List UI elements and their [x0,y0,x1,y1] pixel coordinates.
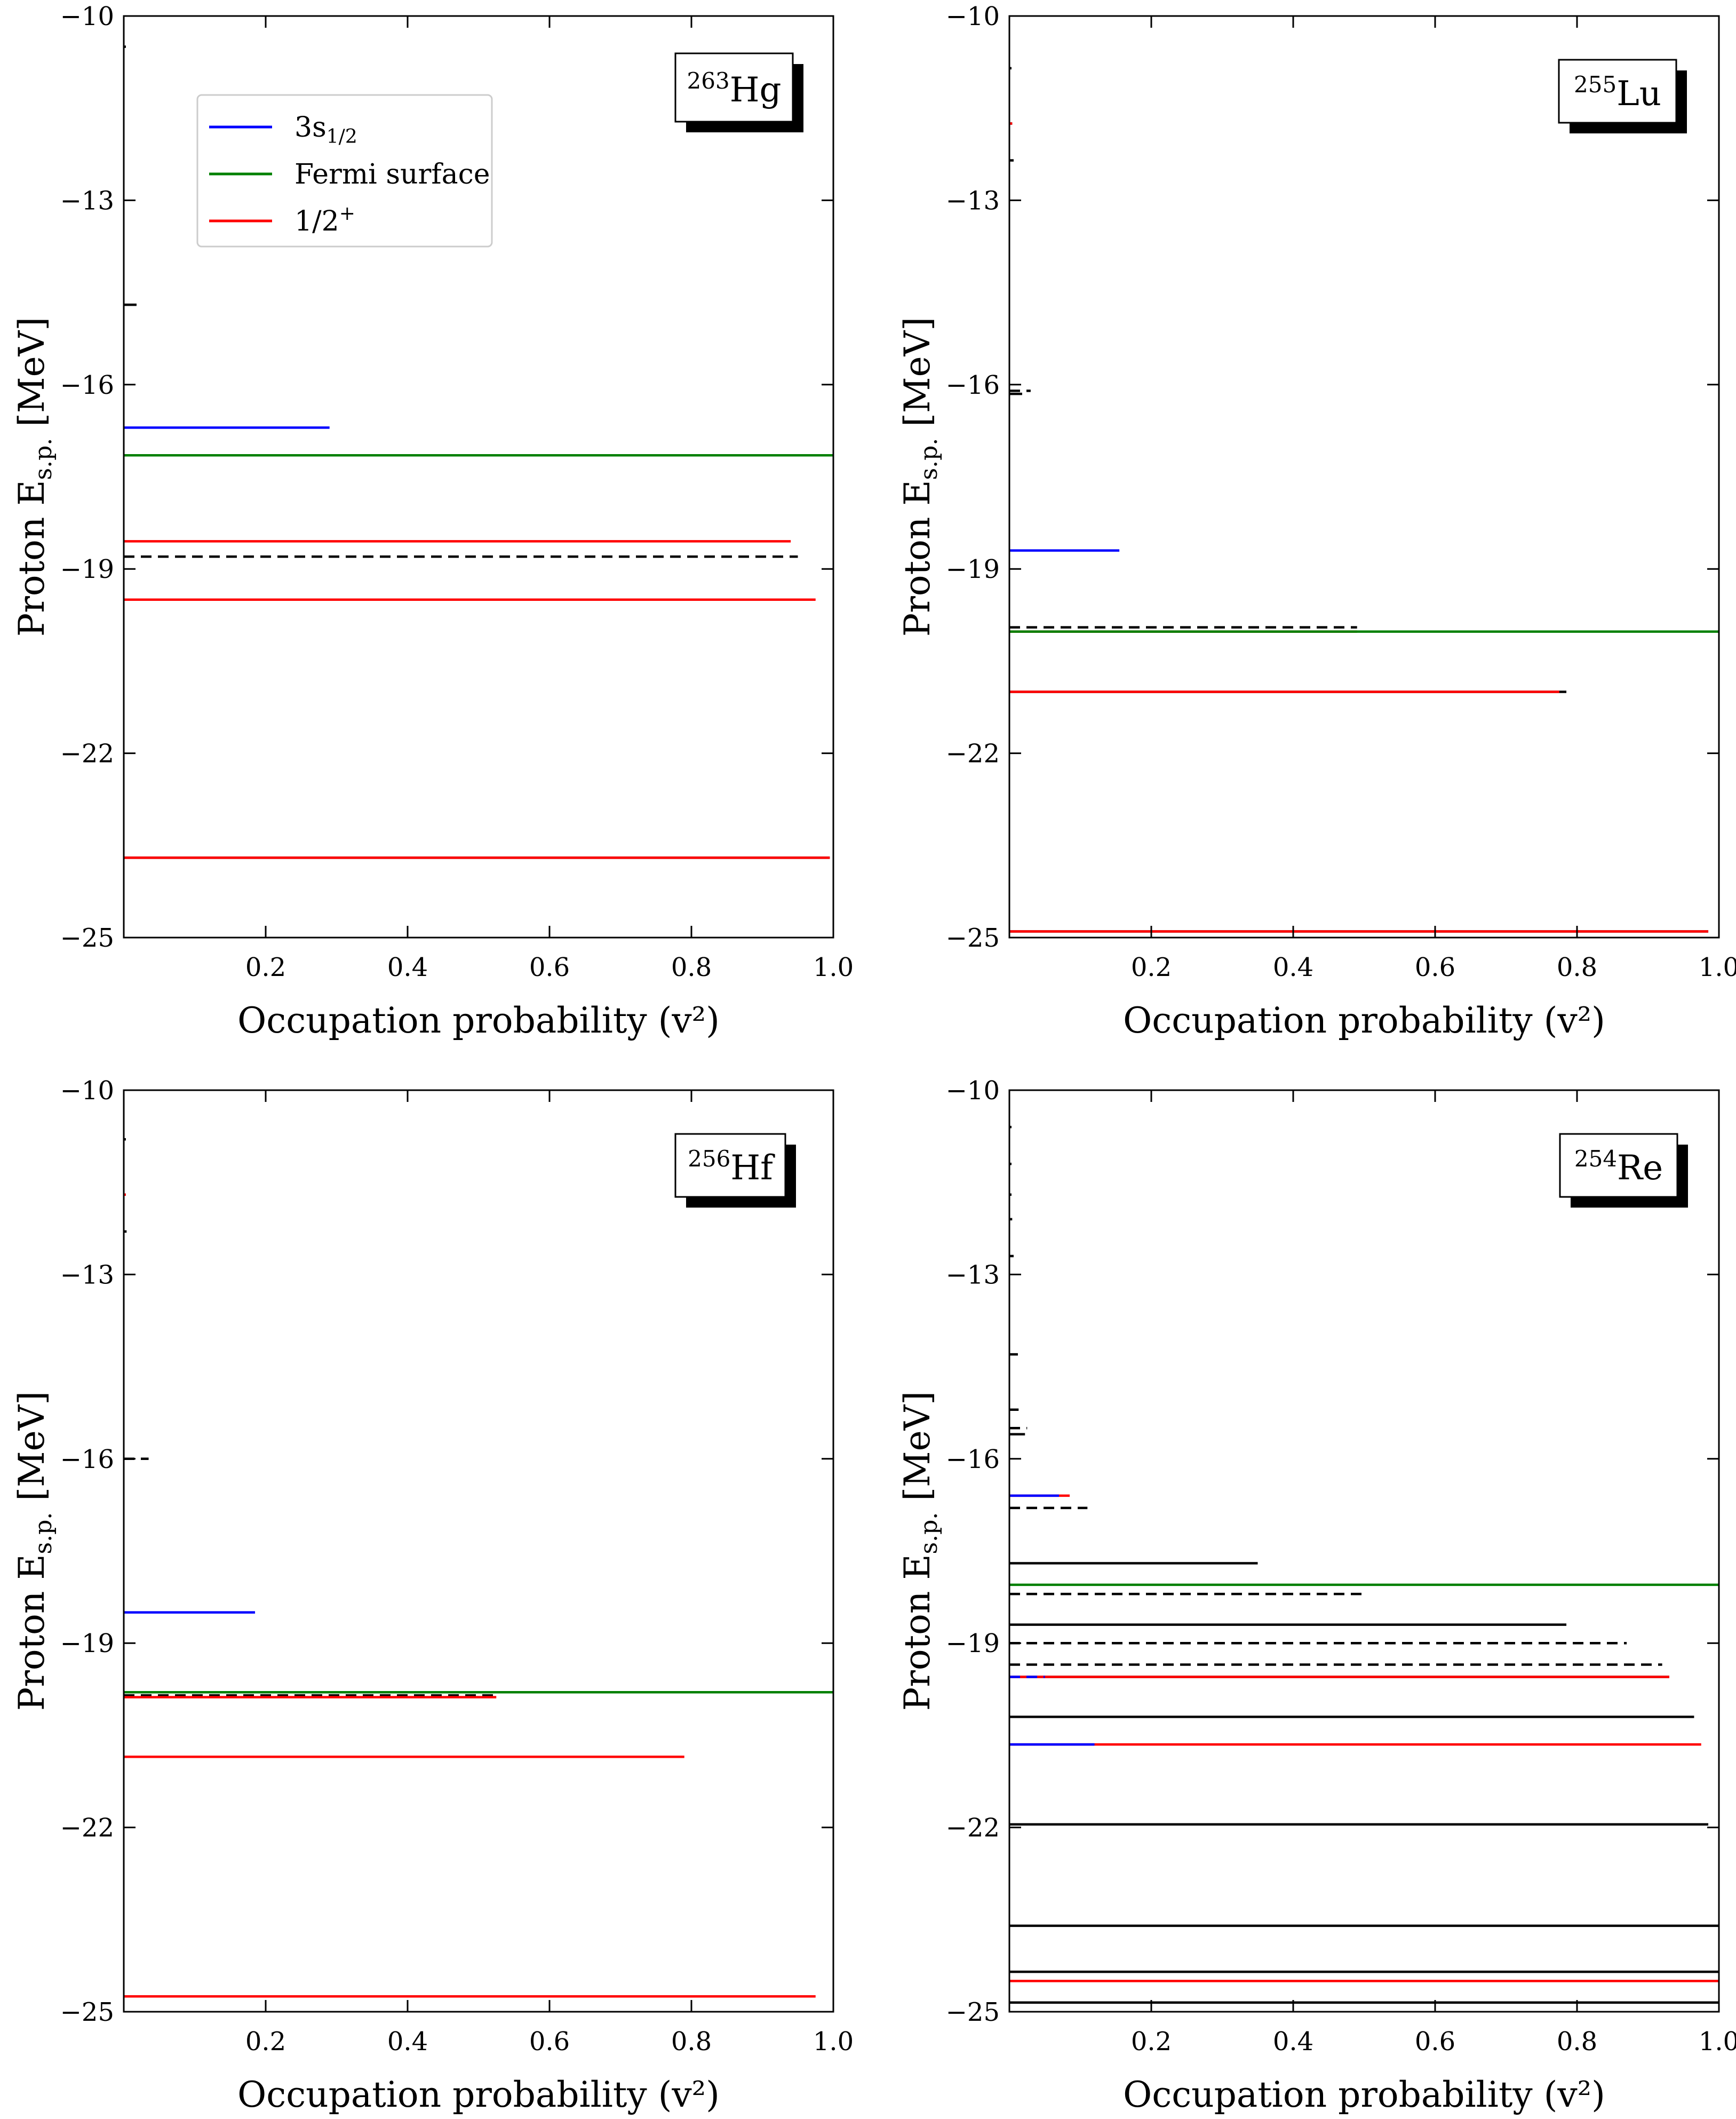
x-tick-label: 0.8 [1557,953,1597,982]
y-axis-title: Proton Es.p. [MeV] [897,1391,943,1711]
label-box [674,1133,786,1198]
x-axis-title: Occupation probability (v²) [1123,2074,1605,2115]
chart-panel-lu: −10 −13 −16 −19 −22 −25 0.2 0.4 0.6 0.8 1.0 Occupat… [897,2,1736,1041]
x-tick-label: 0.6 [1415,2027,1455,2057]
legend-entry-label: 1/2+ [294,203,355,237]
nucleus-label: 255Lu [1574,72,1661,114]
y-tick-label: −16 [60,1445,114,1474]
y-tick-label: −16 [946,1445,1000,1474]
y-tick-label: −19 [60,554,114,584]
legend-entry-label: Fermi surface [294,158,490,191]
x-tick-label: 0.6 [529,2027,570,2057]
plot-frame [123,1089,834,2013]
y-tick-label: −19 [946,1629,1000,1658]
y-tick-label: −19 [60,1629,114,1658]
x-tick-label: 1.0 [813,953,854,982]
label-box [1559,1133,1678,1198]
nucleus-label: 263Hg [687,68,782,110]
plot-frame [1008,15,1720,939]
y-axis-title: Proton Es.p. [MeV] [11,317,57,637]
nucleus-label: 254Re [1574,1146,1663,1188]
x-axis-title: Occupation probability (v²) [237,1000,720,1041]
x-tick-label: 0.8 [671,953,712,982]
x-tick-label: 0.2 [1131,2027,1172,2057]
x-tick-label: 0.4 [387,2027,428,2057]
x-tick-label: 0.6 [529,953,570,982]
legend: 3s1/2 Fermi surface 1/2+ [196,94,493,248]
plot-frame [123,15,834,939]
y-tick-label: −13 [60,1260,114,1290]
legend-box [196,94,493,248]
x-tick-label: 0.8 [1557,2027,1597,2057]
chart-panel-hg: −10 −13 −16 −19 −22 −25 0.2 0.4 0.6 0.8 1.0 Occupat… [11,2,854,1041]
x-tick-label: 1.0 [1699,953,1736,982]
y-tick-label: −10 [60,1076,114,1106]
chart-panel-hf: −10 −13 −16 −19 −22 −25 0.2 0.4 0.6 0.8 1.0 Occupat… [11,1076,854,2115]
y-tick-label: −25 [60,923,114,953]
x-tick-label: 0.2 [245,953,286,982]
y-tick-label: −25 [946,923,1000,953]
y-tick-label: −13 [946,1260,1000,1290]
y-axis-title: Proton Es.p. [MeV] [897,317,943,637]
label-box [1558,59,1677,124]
y-tick-label: −22 [946,739,1000,769]
y-axis-title: Proton Es.p. [MeV] [11,1391,57,1711]
nucleus-label: 256Hf [688,1146,775,1188]
x-tick-label: 0.6 [1415,953,1455,982]
y-tick-label: −19 [946,554,1000,584]
x-axis-title: Occupation probability (v²) [237,2074,720,2115]
chart-panel-re: −10 −13 −16 −19 −22 −25 0.2 0.4 0.6 0.8 1.0 Occupat… [897,1076,1736,2115]
y-tick-label: −22 [60,739,114,769]
y-tick-label: −25 [60,1997,114,2027]
y-tick-label: −16 [946,370,1000,400]
x-tick-label: 1.0 [1699,2027,1736,2057]
x-tick-label: 0.4 [1273,953,1313,982]
x-tick-label: 0.4 [1273,2027,1313,2057]
y-tick-label: −13 [946,186,1000,216]
y-tick-label: −22 [60,1813,114,1843]
x-tick-label: 0.2 [1131,953,1172,982]
x-tick-label: 0.2 [245,2027,286,2057]
y-tick-label: −25 [946,1997,1000,2027]
x-tick-label: 1.0 [813,2027,854,2057]
y-tick-label: −10 [946,2,1000,31]
x-tick-label: 0.4 [387,953,428,982]
legend-entry-label: 3s1/2 [294,112,357,148]
y-tick-label: −16 [60,370,114,400]
x-axis-title: Occupation probability (v²) [1123,1000,1605,1041]
y-tick-label: −13 [60,186,114,216]
y-tick-label: −10 [946,1076,1000,1106]
x-tick-label: 0.8 [671,2027,712,2057]
label-box [674,52,794,123]
y-tick-label: −10 [60,2,114,31]
y-tick-label: −22 [946,1813,1000,1843]
plot-frame [1008,1089,1720,2013]
